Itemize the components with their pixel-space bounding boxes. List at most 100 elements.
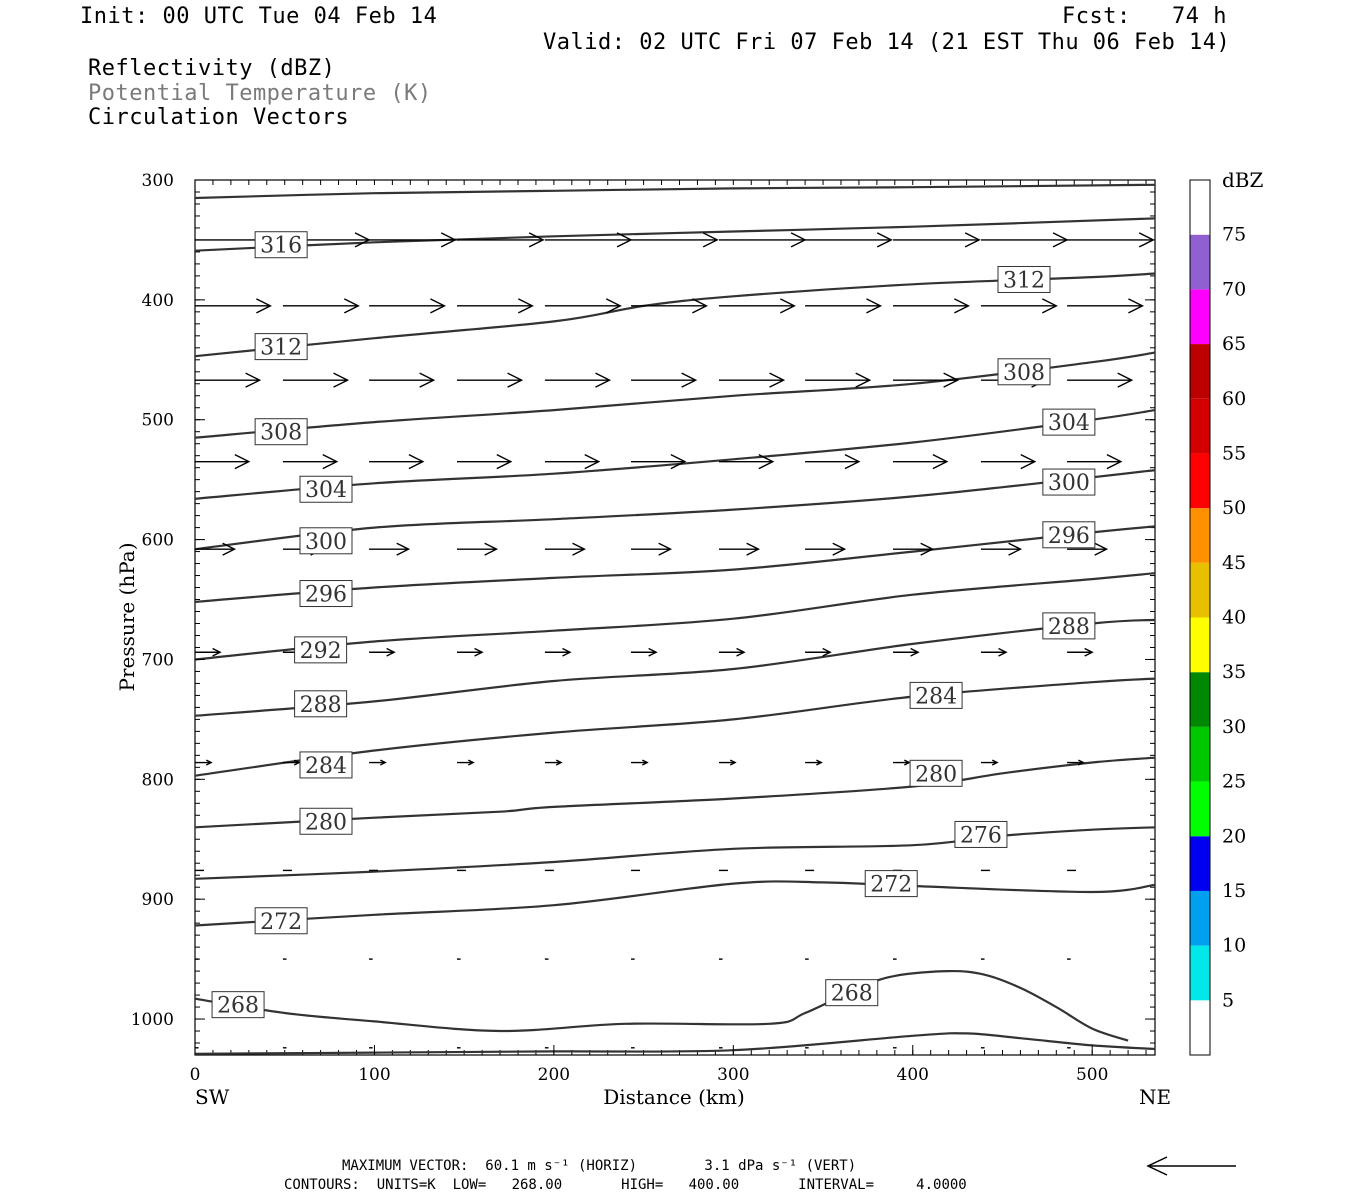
- circulation-vector-head: [746, 542, 761, 556]
- circulation-vector-head: [1020, 454, 1037, 470]
- isentrope-label: 268: [831, 982, 873, 1007]
- circulation-vector-head: [692, 298, 708, 314]
- isentrope-label-box: [254, 418, 308, 446]
- circulation-vector-head: [474, 647, 484, 657]
- colorbar: 5 10 15 20 25 30 35 40 45 50 55 60 65 70 75: [1189, 179, 1246, 1056]
- isentrope-label: 280: [305, 810, 347, 835]
- isentrope-label: 288: [1048, 615, 1090, 640]
- colorbar-label: 50: [1222, 497, 1246, 519]
- circulation-vector-head: [1078, 759, 1085, 766]
- y-tick-label: 400: [142, 291, 174, 311]
- isentrope-label-box: [1042, 521, 1096, 549]
- circulation-vector-head: [212, 647, 222, 657]
- valid-time: Valid: 02 UTC Fri 07 Feb 14 (21 EST Thu …: [543, 30, 1231, 55]
- colorbar-label: 70: [1222, 278, 1246, 300]
- colorbar-segment: [1190, 781, 1210, 837]
- circulation-vector-head: [408, 454, 425, 470]
- isentrope-label: 288: [300, 693, 342, 718]
- colorbar-segment: [1190, 726, 1210, 782]
- isentrope-label-box: [909, 759, 963, 787]
- isentrope-label: 304: [1048, 411, 1090, 436]
- isentrope-label: 280: [915, 762, 957, 787]
- colorbar-label: 20: [1222, 825, 1246, 847]
- circulation-vector-head: [702, 232, 719, 248]
- colorbar-segment: [1190, 234, 1210, 290]
- circulation-vector-head: [1138, 232, 1155, 248]
- circulation-vector-head: [440, 232, 457, 248]
- isentrope-labels: 3163123123083083043043003002962962922882…: [211, 231, 1096, 1019]
- circulation-vector-head: [1084, 647, 1094, 657]
- isentrope-label-box: [825, 979, 879, 1007]
- isentrope-label: 312: [1003, 268, 1045, 293]
- isentrope-label-box: [254, 333, 308, 361]
- colorbar-label: 15: [1222, 880, 1246, 902]
- circulation-vector-head: [1041, 298, 1058, 314]
- colorbar-segment: [1190, 672, 1210, 727]
- circulation-vector-head: [670, 454, 687, 470]
- circulation-vector-head: [322, 454, 339, 470]
- circulation-vector-head: [386, 647, 396, 657]
- field-potential-temperature: Potential Temperature (K): [88, 81, 432, 106]
- circulation-vector-head: [572, 542, 586, 556]
- isentrope-label-box: [254, 907, 308, 935]
- circulation-vector-head: [528, 232, 545, 248]
- isentrope-264: [194, 1032, 1156, 1055]
- circulation-vector-head: [920, 542, 935, 556]
- isentrope-label: 296: [305, 583, 347, 608]
- isentrope-label: 272: [260, 910, 302, 935]
- circulation-vector-head: [758, 454, 775, 470]
- isentrope-label: 284: [305, 754, 347, 779]
- circulation-vector-head: [832, 542, 847, 556]
- x-axis-right-label: NE: [1139, 1085, 1171, 1109]
- circulation-vector-head: [729, 759, 737, 766]
- colorbar-segment: [1190, 289, 1210, 345]
- circulation-vector-head: [419, 372, 436, 388]
- colorbar-segment: [1190, 180, 1210, 235]
- circulation-vector-head: [256, 298, 272, 314]
- circulation-vector-head: [380, 759, 387, 766]
- isentrope-label-box: [299, 580, 353, 608]
- y-tick-label: 300: [142, 171, 174, 191]
- y-tick-label: 800: [142, 770, 174, 790]
- colorbar-label: 65: [1222, 333, 1246, 355]
- isentrope-276: [194, 826, 1156, 880]
- isentrope-320: [194, 183, 1156, 200]
- isentrope-label: 276: [960, 823, 1002, 848]
- forecast-hour: Fcst: 74 h: [1062, 4, 1227, 29]
- colorbar-label: 25: [1222, 771, 1246, 793]
- colorbar-label: 10: [1222, 935, 1246, 957]
- colorbar-label: 75: [1222, 224, 1246, 246]
- circulation-vector-head: [484, 542, 499, 556]
- circulation-vector-head: [595, 372, 612, 388]
- colorbar-unit: dBZ: [1222, 168, 1264, 192]
- circulation-vector-head: [1094, 542, 1109, 556]
- circulation-vector-head: [245, 372, 262, 388]
- circulation-vector-head: [562, 647, 572, 657]
- x-axis-ticks: 0 100 200 300 400 500: [190, 1045, 1108, 1085]
- isentrope-label-box: [909, 681, 963, 709]
- x-axis-left-label: SW: [195, 1085, 230, 1109]
- init-time: Init: 00 UTC Tue 04 Feb 14: [80, 4, 438, 29]
- circulation-vector-head: [866, 298, 883, 314]
- circulation-vector-head: [396, 542, 411, 556]
- field-reflectivity: Reflectivity (dBZ): [88, 56, 336, 81]
- circulation-vector-head: [496, 454, 513, 470]
- circulation-vector-head: [1128, 298, 1145, 314]
- x-tick-label: 300: [717, 1065, 749, 1085]
- circulation-vector-head: [964, 232, 981, 248]
- circulation-vector-head: [1106, 454, 1123, 470]
- circulation-vector-head: [293, 759, 301, 766]
- circulation-vector-head: [943, 372, 960, 388]
- circulation-vector-head: [642, 759, 649, 766]
- isentrope-label-box: [997, 358, 1051, 386]
- circulation-vector-head: [736, 647, 746, 657]
- isentrope-label-box: [1042, 468, 1096, 496]
- isentrope-label-box: [299, 527, 353, 555]
- y-tick-label: 600: [142, 531, 174, 551]
- circulation-vector-head: [991, 759, 999, 766]
- colorbar-label: 45: [1222, 552, 1246, 574]
- colorbar-segment: [1190, 453, 1210, 509]
- y-axis-ticks: 300 400 500 600 700 800 900 1000: [131, 171, 1155, 1030]
- circulation-vector-head: [507, 372, 524, 388]
